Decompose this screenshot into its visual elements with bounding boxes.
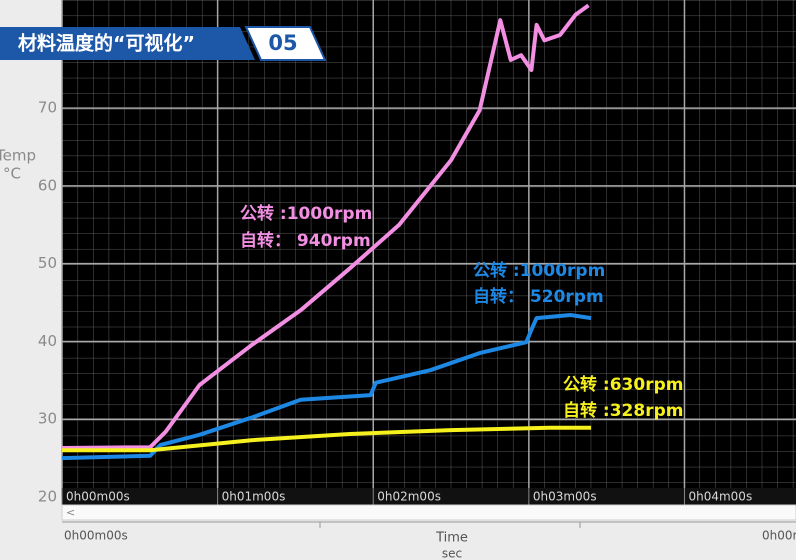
x-tick-label: 0h03m00s xyxy=(533,490,597,504)
y-unit: °C xyxy=(3,165,21,183)
y-tick-label: 40 xyxy=(38,332,57,350)
minor-grid xyxy=(62,0,796,497)
banner-title: 材料温度的“可视化” xyxy=(18,32,195,55)
scroll-left[interactable]: < xyxy=(66,506,75,519)
scrollbar[interactable] xyxy=(61,504,796,521)
banner-number: 05 xyxy=(268,31,297,55)
annotation: 自转： 940rpm xyxy=(240,230,371,251)
series-line xyxy=(61,3,590,450)
y-tick-label: 60 xyxy=(38,176,57,194)
x-axis-strip xyxy=(62,488,796,505)
y-tick-label: 50 xyxy=(38,254,57,272)
annotation: 自转 :328rpm xyxy=(563,400,683,421)
y-label: Temp xyxy=(0,147,36,165)
y-tick-label: 20 xyxy=(38,488,57,506)
banner-bg xyxy=(0,27,255,60)
x-unit: sec xyxy=(442,547,462,560)
x-tick-label: 0h01m00s xyxy=(222,490,286,504)
scroll-label: 0h00m00s xyxy=(762,529,796,543)
annotation: 公转 :630rpm xyxy=(563,374,683,395)
x-tick-label: 0h04m00s xyxy=(688,490,752,504)
series-line xyxy=(61,313,592,461)
scroll-label: 0h00m00s xyxy=(64,529,128,543)
x-label: Time xyxy=(435,531,468,546)
annotation: 公转 :1000rpm xyxy=(473,260,605,281)
banner-number-bg xyxy=(244,26,327,61)
x-tick-label: 0h02m00s xyxy=(377,490,441,504)
series-line xyxy=(62,425,592,453)
annotation: 公转 :1000rpm xyxy=(240,203,372,224)
x-tick-label: 0h00m00s xyxy=(66,490,130,504)
annotation: 自转： 520rpm xyxy=(473,286,604,307)
y-tick-label: 70 xyxy=(38,99,57,117)
y-tick-label: 30 xyxy=(38,410,57,428)
